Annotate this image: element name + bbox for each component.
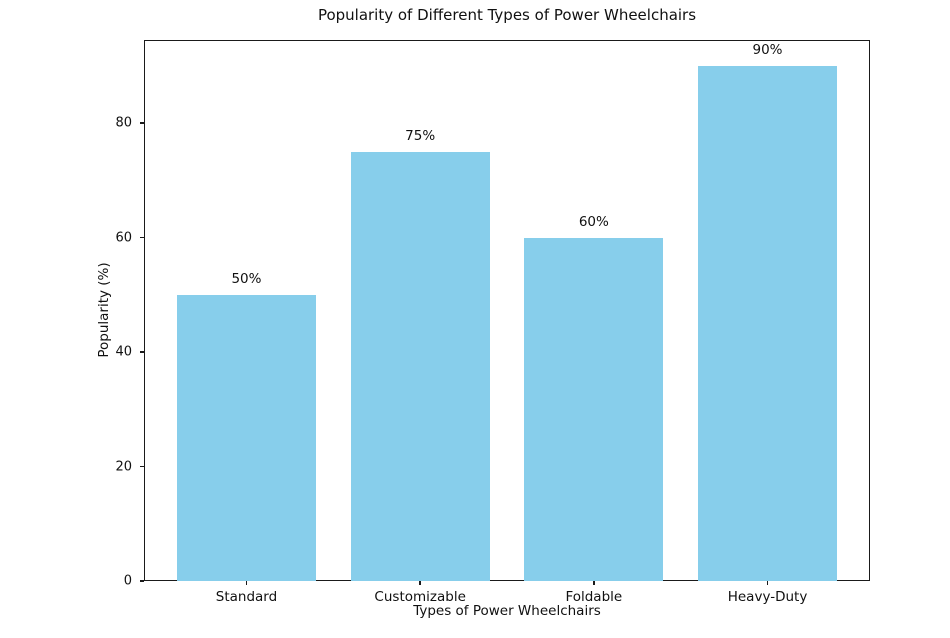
bar: [350, 151, 490, 581]
x-tick: [593, 581, 595, 585]
y-tick-label: 60: [115, 230, 132, 245]
chart-title: Popularity of Different Types of Power W…: [317, 6, 697, 24]
x-tick-label: Foldable: [565, 589, 623, 605]
bar: [524, 237, 664, 581]
bar: [698, 65, 837, 581]
y-axis-label: Popularity (%): [96, 262, 112, 358]
x-tick: [766, 581, 769, 585]
bar: [177, 294, 316, 581]
y-tick-label: 0: [123, 573, 132, 589]
x-tick-label: Heavy-Duty: [727, 589, 808, 605]
bar-value-label: 90%: [752, 41, 783, 58]
y-tick-label: 80: [115, 115, 132, 131]
x-tick-label: Standard: [215, 589, 278, 605]
x-tick-label: Customizable: [374, 589, 466, 605]
y-tick: [140, 236, 144, 239]
x-tick: [245, 581, 248, 585]
bar-value-label: 60%: [578, 213, 609, 230]
bar-value-label: 75%: [405, 127, 436, 144]
x-tick: [419, 581, 421, 585]
bar-value-label: 50%: [231, 270, 262, 287]
y-tick: [140, 465, 144, 468]
x-axis-label: Types of Power Wheelchairs: [413, 603, 601, 619]
y-tick: [140, 580, 144, 582]
y-tick: [140, 122, 144, 124]
y-tick-label: 40: [115, 344, 132, 360]
y-tick-label: 20: [115, 459, 132, 474]
y-tick: [140, 351, 144, 353]
